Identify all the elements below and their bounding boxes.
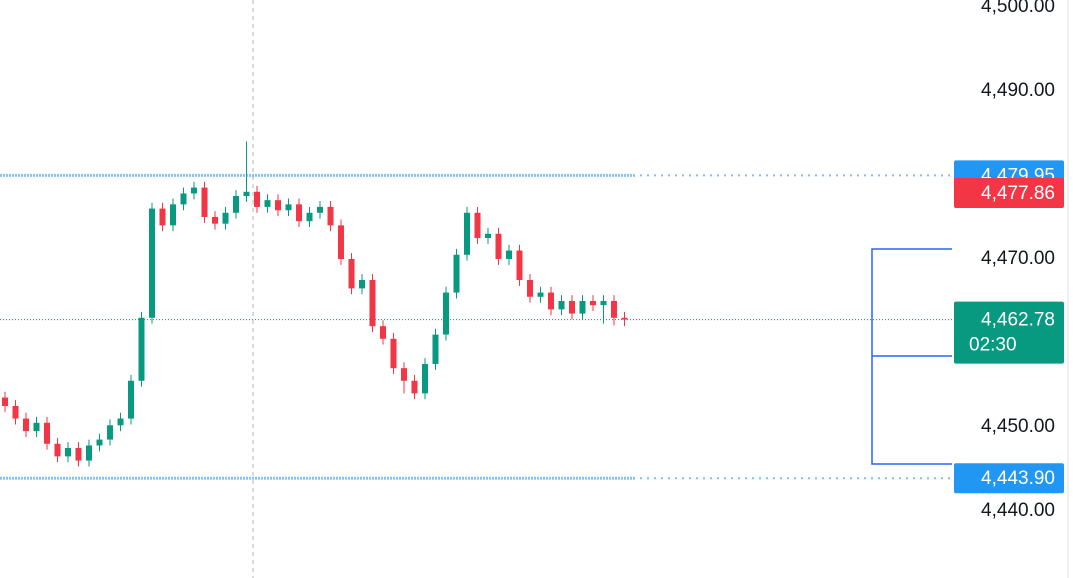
candle-body xyxy=(212,216,218,224)
candle-body xyxy=(464,212,470,255)
y-tick-label: 4,490.00 xyxy=(981,80,1055,101)
y-tick-label: 4,440.00 xyxy=(981,500,1055,521)
candle-body xyxy=(285,204,292,211)
candle-body xyxy=(338,225,344,259)
candle-body xyxy=(296,204,302,222)
candle-body xyxy=(2,397,8,406)
candle-body xyxy=(600,300,607,306)
candle-body xyxy=(516,250,523,280)
candle-body xyxy=(453,254,460,293)
candle-body xyxy=(401,368,407,381)
candle-body xyxy=(54,443,61,457)
candle-body xyxy=(201,187,208,217)
candle-body xyxy=(590,300,596,306)
price-label-box xyxy=(954,463,1064,494)
price-label: 4,443.90 xyxy=(981,468,1055,489)
candle-body xyxy=(411,380,418,394)
candle-body xyxy=(33,422,40,432)
candle-body xyxy=(254,191,260,207)
candle-body xyxy=(443,292,449,335)
candle-body xyxy=(243,191,250,196)
y-tick-label: 4,470.00 xyxy=(981,248,1055,269)
marker-label-box xyxy=(954,177,1064,208)
candle-body xyxy=(380,326,386,339)
candle-body xyxy=(180,193,187,205)
candle-body xyxy=(527,279,533,297)
candle-body xyxy=(432,334,439,364)
candle-body xyxy=(495,233,502,259)
marker-label: 4,477.86 xyxy=(981,183,1055,204)
candle-body xyxy=(138,317,145,381)
candle-body xyxy=(233,195,239,213)
candle-body xyxy=(86,445,92,461)
y-tick-label: 4,500.00 xyxy=(981,0,1055,17)
candle-body xyxy=(107,425,113,440)
candle-body xyxy=(191,187,197,194)
candle-body xyxy=(390,338,397,369)
candle-body xyxy=(579,300,586,314)
last-price-label: 4,462.78 xyxy=(981,310,1055,331)
candle-body xyxy=(75,447,82,461)
y-tick-label: 4,450.00 xyxy=(981,416,1055,437)
candle-body xyxy=(485,233,491,238)
candle-body xyxy=(611,300,617,318)
candle-body xyxy=(506,250,512,259)
countdown: 02:30 xyxy=(969,335,1017,356)
candle-body xyxy=(369,279,376,327)
candle-body xyxy=(317,206,323,213)
candle-body xyxy=(159,208,166,226)
candle-body xyxy=(558,300,565,310)
candle-body xyxy=(275,200,281,211)
candle-body xyxy=(422,363,428,394)
candle-body xyxy=(327,206,334,226)
candle-body xyxy=(128,380,134,419)
candle-body xyxy=(117,418,124,426)
candle-body xyxy=(264,200,271,207)
candle-body xyxy=(65,447,71,457)
bracket-drawing xyxy=(871,248,952,465)
candle-body xyxy=(44,422,50,444)
candle-body xyxy=(12,405,19,419)
last-price-box xyxy=(954,301,1064,364)
candle-body xyxy=(537,292,544,297)
candle-body xyxy=(222,212,229,224)
candle-body xyxy=(569,300,575,314)
candle-body xyxy=(23,418,29,432)
candle-body xyxy=(96,439,103,446)
candle-body xyxy=(149,208,155,318)
candle-body xyxy=(621,317,628,320)
candle-body xyxy=(359,279,365,289)
candle-body xyxy=(348,258,355,289)
candle-body xyxy=(306,212,313,222)
candle-body xyxy=(170,204,176,226)
candle-body xyxy=(548,292,554,310)
candle-body xyxy=(474,212,481,238)
